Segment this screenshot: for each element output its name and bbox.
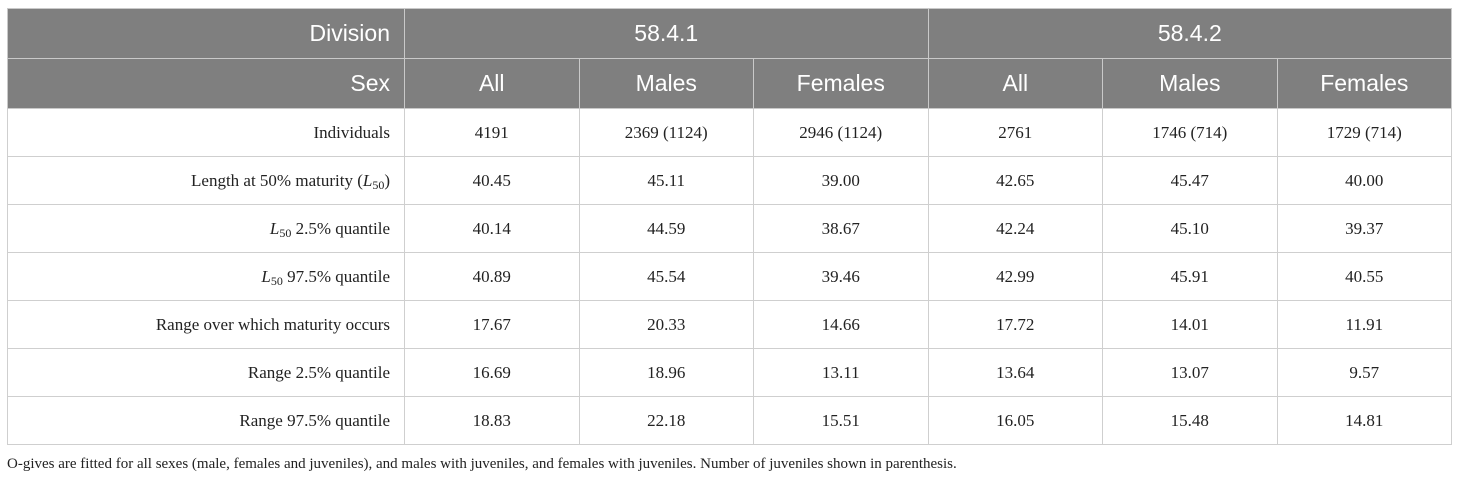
sex-header-cell: All: [927, 58, 1104, 109]
table-cell: 42.24: [927, 204, 1104, 253]
table-cell: 18.83: [404, 396, 580, 445]
table-cell: 2369 (1124): [578, 108, 754, 157]
table-row: Range over which maturity occurs 17.67 2…: [7, 300, 1453, 349]
table-cell: 42.99: [927, 252, 1104, 301]
division-header-label: Division: [7, 8, 405, 59]
table-cell: 13.11: [753, 348, 929, 397]
table-cell: 38.67: [753, 204, 929, 253]
table-cell: 45.91: [1102, 252, 1278, 301]
division-header-58-4-2: 58.4.2: [927, 8, 1453, 59]
table-cell: 39.37: [1276, 204, 1453, 253]
l50-symbol: L: [261, 266, 271, 286]
table-footnote: O-gives are fitted for all sexes (male, …: [7, 456, 957, 472]
maturity-table-container: Division 58.4.1 58.4.2 Sex All Males Fem…: [7, 8, 1453, 445]
table-cell: 20.33: [578, 300, 754, 349]
table-cell: 16.69: [404, 348, 580, 397]
table-cell: 44.59: [578, 204, 754, 253]
table-cell: 14.01: [1102, 300, 1278, 349]
table-cell: 1746 (714): [1102, 108, 1278, 157]
l50-symbol: L: [362, 170, 373, 190]
table-cell: 13.64: [927, 348, 1104, 397]
table-cell: 40.89: [404, 252, 580, 301]
table-cell: 9.57: [1276, 348, 1453, 397]
row-label-text: 2.5% quantile: [291, 218, 390, 238]
table-cell: 17.67: [404, 300, 580, 349]
division-header-58-4-1: 58.4.1: [404, 8, 929, 59]
table-cell: 11.91: [1276, 300, 1453, 349]
table-row: Range 2.5% quantile 16.69 18.96 13.11 13…: [7, 348, 1453, 397]
l50-subscript: 50: [279, 225, 292, 240]
table-row: Length at 50% maturity (L50) 40.45 45.11…: [7, 156, 1453, 205]
table-cell: 16.05: [927, 396, 1104, 445]
table-row: L50 2.5% quantile 40.14 44.59 38.67 42.2…: [7, 204, 1453, 253]
division-header-row: Division 58.4.1 58.4.2: [7, 8, 1453, 59]
row-label: L50 2.5% quantile: [7, 204, 405, 253]
table-cell: 17.72: [927, 300, 1104, 349]
row-label-text: 97.5% quantile: [282, 266, 390, 286]
table-cell: 40.55: [1276, 252, 1453, 301]
table-cell: 39.46: [753, 252, 929, 301]
sex-header-cell: All: [404, 58, 580, 109]
l50-subscript: 50: [270, 273, 283, 288]
sex-header-cell: Males: [1102, 58, 1278, 109]
table-cell: 2761: [927, 108, 1104, 157]
table-cell: 45.54: [578, 252, 754, 301]
table-cell: 45.11: [578, 156, 754, 205]
table-cell: 42.65: [927, 156, 1104, 205]
sex-header-row: Sex All Males Females All Males Females: [7, 58, 1453, 109]
row-label: L50 97.5% quantile: [7, 252, 405, 301]
table-cell: 40.45: [404, 156, 580, 205]
sex-header-cell: Females: [1276, 58, 1453, 109]
row-label: Range 2.5% quantile: [7, 348, 405, 397]
table-row: L50 97.5% quantile 40.89 45.54 39.46 42.…: [7, 252, 1453, 301]
row-label: Individuals: [7, 108, 405, 157]
table-cell: 40.14: [404, 204, 580, 253]
maturity-table: Division 58.4.1 58.4.2 Sex All Males Fem…: [7, 8, 1453, 445]
table-cell: 45.47: [1102, 156, 1278, 205]
table-cell: 40.00: [1276, 156, 1453, 205]
row-label-text: Length at 50% maturity (: [191, 170, 363, 190]
row-label-text: ): [384, 170, 390, 190]
row-label: Range over which maturity occurs: [7, 300, 405, 349]
table-cell: 18.96: [578, 348, 754, 397]
table-cell: 15.48: [1102, 396, 1278, 445]
sex-header-cell: Males: [578, 58, 754, 109]
row-label: Length at 50% maturity (L50): [7, 156, 405, 205]
table-cell: 2946 (1124): [753, 108, 929, 157]
table-row: Individuals 4191 2369 (1124) 2946 (1124)…: [7, 108, 1453, 157]
table-cell: 1729 (714): [1276, 108, 1453, 157]
table-cell: 14.66: [753, 300, 929, 349]
l50-symbol: L: [269, 218, 280, 238]
table-cell: 4191: [404, 108, 580, 157]
sex-header-cell: Females: [753, 58, 929, 109]
l50-subscript: 50: [372, 177, 385, 192]
table-cell: 22.18: [578, 396, 754, 445]
sex-header-label: Sex: [7, 58, 405, 109]
table-cell: 15.51: [753, 396, 929, 445]
table-cell: 14.81: [1276, 396, 1453, 445]
table-cell: 13.07: [1102, 348, 1278, 397]
table-cell: 39.00: [753, 156, 929, 205]
row-label: Range 97.5% quantile: [7, 396, 405, 445]
table-cell: 45.10: [1102, 204, 1278, 253]
table-row: Range 97.5% quantile 18.83 22.18 15.51 1…: [7, 396, 1453, 445]
